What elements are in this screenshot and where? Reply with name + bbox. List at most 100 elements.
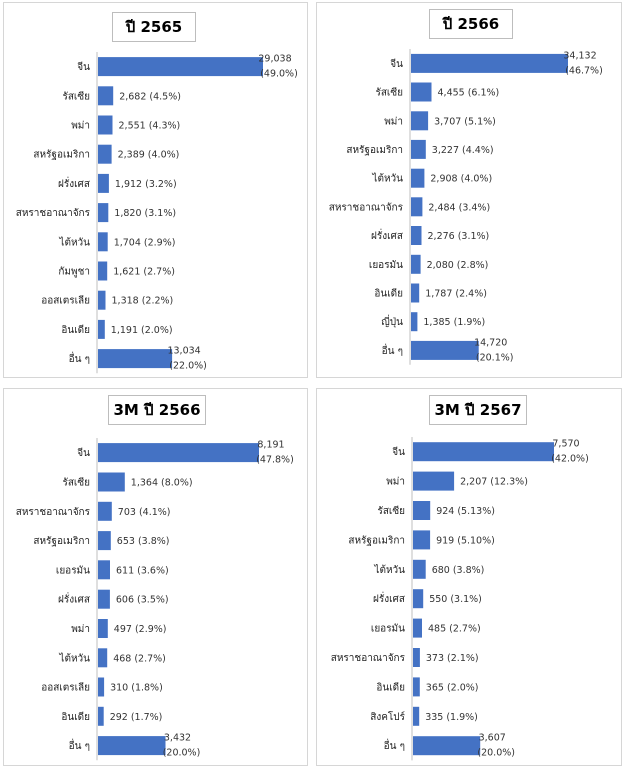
category-label: สหราชอาณาจักร bbox=[329, 202, 404, 213]
category-label: สหรัฐอเมริกา bbox=[346, 145, 403, 156]
data-label: 335 (1.9%) bbox=[425, 712, 478, 723]
category-label: รัสเซีย bbox=[377, 505, 405, 517]
category-label: ฝรั่งเศส bbox=[371, 228, 403, 242]
bar bbox=[98, 736, 166, 756]
bar bbox=[413, 559, 426, 579]
data-label: 703 (4.1%) bbox=[118, 507, 171, 518]
bar bbox=[411, 312, 418, 332]
data-label: 365 (2.0%) bbox=[426, 682, 479, 693]
category-label: อื่น ๆ bbox=[382, 343, 403, 357]
data-label: 497 (2.9%) bbox=[114, 624, 167, 635]
category-label: สหราชอาณาจักร bbox=[331, 653, 406, 664]
category-label: รัสเซีย bbox=[62, 477, 90, 489]
chart-title: ปี 2565 bbox=[112, 12, 196, 42]
bar bbox=[98, 232, 108, 252]
bar bbox=[98, 501, 112, 521]
bar bbox=[98, 619, 108, 638]
category-label: สหรัฐอเมริกา bbox=[348, 535, 405, 546]
data-label: 292 (1.7%) bbox=[110, 712, 163, 723]
bar bbox=[98, 531, 111, 551]
category-label: พม่า bbox=[71, 121, 90, 132]
bar bbox=[98, 173, 109, 193]
category-label: เยอรมัน bbox=[369, 260, 403, 271]
category-label: จีน bbox=[392, 446, 405, 458]
data-label: 3,607 (20.0%) bbox=[477, 733, 515, 759]
data-label: 680 (3.8%) bbox=[432, 565, 485, 576]
category-label: ไต้หวัน bbox=[58, 236, 90, 248]
data-label: 919 (5.10%) bbox=[436, 535, 495, 546]
category-label: ไต้หวัน bbox=[373, 564, 405, 576]
category-label: ฝรั่งเศส bbox=[58, 592, 90, 606]
category-label: รัสเซีย bbox=[375, 87, 403, 99]
chart-title: 3M ปี 2566 bbox=[108, 395, 206, 425]
data-label: 3,227 (4.4%) bbox=[432, 145, 494, 156]
data-label: 468 (2.7%) bbox=[113, 653, 166, 664]
data-label: 1,912 (3.2%) bbox=[115, 179, 177, 190]
data-label: 13,034 (22.0%) bbox=[167, 346, 206, 372]
category-label: จีน bbox=[390, 58, 403, 70]
bar bbox=[413, 471, 455, 491]
category-label: อื่น ๆ bbox=[384, 738, 405, 752]
category-label: กัมพูชา bbox=[58, 267, 90, 278]
category-label: ฝรั่งเศส bbox=[58, 176, 90, 190]
bar bbox=[413, 589, 424, 609]
data-label: 1,621 (2.7%) bbox=[113, 267, 175, 278]
chart-panel-2566: ปี 2566 จีน 34,132 (46.7%) รัสเซีย 4,455 (6.… bbox=[316, 2, 622, 378]
data-label: 2,389 (4.0%) bbox=[118, 150, 180, 161]
data-label: 3,707 (5.1%) bbox=[434, 116, 496, 127]
bar bbox=[413, 501, 431, 520]
category-label: สิงคโปร์ bbox=[370, 710, 405, 723]
data-label: 2,207 (12.3%) bbox=[460, 477, 528, 488]
bar bbox=[413, 677, 420, 697]
data-label: 1,820 (3.1%) bbox=[114, 208, 176, 219]
category-label: พม่า bbox=[386, 477, 405, 488]
category-label: ญี่ปุ่น bbox=[381, 314, 403, 328]
data-label: 4,455 (6.1%) bbox=[438, 88, 500, 99]
data-label: 310 (1.8%) bbox=[110, 683, 163, 694]
chart-title: 3M ปี 2567 bbox=[429, 395, 527, 425]
bar bbox=[98, 472, 125, 492]
category-label: ไต้หวัน bbox=[371, 173, 403, 185]
category-label: ออสเตรเลีย bbox=[41, 295, 90, 307]
data-label: 2,551 (4.3%) bbox=[119, 121, 181, 132]
bar bbox=[411, 139, 426, 159]
bar bbox=[413, 706, 420, 726]
bar bbox=[98, 589, 110, 609]
bar bbox=[411, 254, 421, 274]
category-label: เยอรมัน bbox=[371, 624, 405, 635]
bar bbox=[411, 111, 429, 131]
chart-panel-3m-2567: 3M ปี 2567 จีน 7,570 (42.0%) พม่า 2,207 (12.… bbox=[316, 388, 622, 766]
bar bbox=[98, 706, 104, 726]
bar bbox=[98, 144, 112, 164]
bar bbox=[411, 197, 423, 217]
bar bbox=[98, 443, 259, 463]
bar bbox=[413, 442, 554, 462]
category-label: สหรัฐอเมริกา bbox=[33, 536, 90, 547]
data-label: 1,364 (8.0%) bbox=[131, 478, 193, 489]
category-label: อื่น ๆ bbox=[69, 738, 90, 752]
data-label: 7,570 (42.0%) bbox=[551, 439, 589, 465]
bar bbox=[411, 340, 479, 360]
data-label: 1,704 (2.9%) bbox=[114, 237, 176, 248]
category-label: ออสเตรเลีย bbox=[41, 682, 90, 694]
data-label: 924 (5.13%) bbox=[436, 506, 495, 517]
category-label: พม่า bbox=[384, 116, 403, 127]
category-label: สหราชอาณาจักร bbox=[16, 507, 91, 518]
category-label: เยอรมัน bbox=[56, 565, 90, 576]
bar bbox=[98, 86, 114, 106]
data-label: 653 (3.8%) bbox=[117, 536, 170, 547]
data-label: 2,484 (3.4%) bbox=[428, 202, 490, 213]
bar-chart: จีน 29,038 (49.0%) รัสเซีย 2,682 (4.5%) พม่า 2… bbox=[16, 52, 298, 374]
data-label: 2,080 (2.8%) bbox=[427, 260, 489, 271]
category-label: สหราชอาณาจักร bbox=[16, 208, 91, 219]
bar bbox=[98, 648, 108, 668]
category-label: รัสเซีย bbox=[62, 90, 90, 102]
bar bbox=[411, 82, 432, 102]
data-label: 1,385 (1.9%) bbox=[423, 317, 485, 328]
category-label: ไต้หวัน bbox=[58, 652, 90, 664]
category-label: อินเดีย bbox=[376, 681, 405, 693]
bar bbox=[98, 261, 108, 281]
data-label: 2,908 (4.0%) bbox=[430, 174, 492, 185]
data-label: 29,038 (49.0%) bbox=[258, 54, 297, 80]
data-label: 3,432 (20.0%) bbox=[163, 733, 201, 759]
